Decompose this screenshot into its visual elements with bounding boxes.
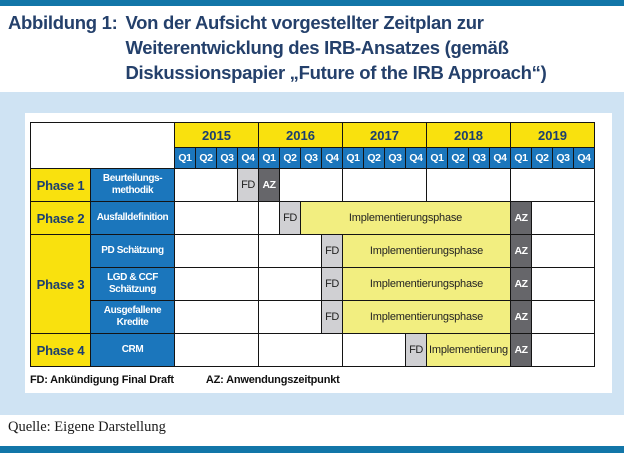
year-header-2019: 2019 bbox=[510, 122, 595, 148]
fd-marker-pd: FD bbox=[321, 234, 343, 268]
empty-quarter-span bbox=[510, 168, 595, 202]
az-marker-lgd: AZ bbox=[510, 267, 532, 301]
figure-number: Abbildung 1: bbox=[8, 12, 118, 33]
quarter-header: Q1 bbox=[342, 147, 364, 169]
task-lgd-ccf-schaetzung: LGD & CCF Schätzung bbox=[90, 267, 175, 301]
empty-quarter-span bbox=[531, 234, 595, 268]
empty-quarter-span bbox=[258, 300, 322, 334]
quarter-header: Q2 bbox=[279, 147, 301, 169]
quarter-header: Q2 bbox=[363, 147, 385, 169]
figure-caption-text: Von der Aufsicht vorgestellter Zeitplan … bbox=[125, 10, 546, 85]
task-beurteilungsmethodik: Beurteilungs- methodik bbox=[90, 168, 175, 202]
az-marker-crm: AZ bbox=[510, 333, 532, 367]
quarter-header: Q4 bbox=[237, 147, 259, 169]
task-ausgefallene-kredite: Ausgefallene Kredite bbox=[90, 300, 175, 334]
figure-caption: Abbildung 1: Von der Aufsicht vorgestell… bbox=[8, 10, 547, 85]
quarter-header: Q1 bbox=[510, 147, 532, 169]
empty-quarter-span bbox=[174, 267, 259, 301]
bottom-rule bbox=[0, 446, 624, 453]
implementation-bar-crm: Implementierung bbox=[426, 333, 511, 367]
legend-az-definition: AZ: Anwendungszeitpunkt bbox=[205, 374, 340, 386]
legend: FD: Ankündigung Final Draft AZ: Anwendun… bbox=[30, 374, 612, 386]
phase-2-label: Phase 2 bbox=[30, 201, 91, 235]
empty-quarter-span bbox=[258, 267, 322, 301]
az-marker-phase1: AZ bbox=[258, 168, 280, 202]
gantt-row-phase3-pd: Phase 3 PD Schätzung FD Implementierungs… bbox=[30, 234, 595, 334]
task-ausfalldefinition: Ausfalldefinition bbox=[90, 201, 175, 235]
implementation-bar-ausgefallene: Implementierungsphase bbox=[342, 300, 511, 334]
empty-quarter-span bbox=[531, 300, 595, 334]
year-header-2016: 2016 bbox=[258, 122, 343, 148]
az-marker-ausgefallene: AZ bbox=[510, 300, 532, 334]
empty-quarter-span bbox=[174, 201, 259, 235]
fd-marker-crm: FD bbox=[405, 333, 427, 367]
empty-quarter-span bbox=[174, 333, 259, 367]
chart-card: 2015 2016 2017 2018 2019 Q1 Q2 Q3 Q4 Q1 … bbox=[25, 113, 612, 393]
caption-line-2: Weiterentwicklung des IRB-Ansatzes (gemä… bbox=[125, 37, 509, 58]
task-pd-schaetzung: PD Schätzung bbox=[90, 234, 175, 268]
empty-quarter-span bbox=[342, 168, 427, 202]
quarter-header: Q4 bbox=[321, 147, 343, 169]
quarter-header: Q4 bbox=[405, 147, 427, 169]
empty-quarter-span bbox=[342, 333, 406, 367]
quarter-header: Q3 bbox=[552, 147, 574, 169]
quarter-header: Q2 bbox=[447, 147, 469, 169]
task-crm: CRM bbox=[90, 333, 175, 367]
gantt-row-phase3-lgd: LGD & CCF Schätzung FD Implementierungsp… bbox=[31, 267, 595, 301]
quarter-header: Q4 bbox=[489, 147, 511, 169]
empty-quarter-span bbox=[531, 201, 595, 235]
legend-fd-definition: FD: Ankündigung Final Draft bbox=[30, 374, 174, 386]
empty-quarter-span bbox=[531, 333, 595, 367]
fd-marker-phase2: FD bbox=[279, 201, 301, 235]
empty-quarter-span bbox=[258, 201, 280, 235]
quarter-header: Q1 bbox=[426, 147, 448, 169]
source-note: Quelle: Eigene Darstellung bbox=[8, 419, 166, 435]
quarter-header: Q1 bbox=[258, 147, 280, 169]
year-header-2017: 2017 bbox=[342, 122, 427, 148]
fd-marker-phase1: FD bbox=[237, 168, 259, 202]
quarter-header: Q3 bbox=[384, 147, 406, 169]
quarter-header: Q2 bbox=[195, 147, 217, 169]
gantt-timeline-table: 2015 2016 2017 2018 2019 Q1 Q2 Q3 Q4 Q1 … bbox=[30, 122, 595, 367]
caption-line-3: Diskussionspapier „Future of the IRB App… bbox=[125, 62, 547, 83]
gantt-row-phase2: Phase 2 Ausfalldefinition FD Implementie… bbox=[30, 201, 595, 235]
quarter-header: Q3 bbox=[468, 147, 490, 169]
figure-background-panel: 2015 2016 2017 2018 2019 Q1 Q2 Q3 Q4 Q1 … bbox=[0, 92, 624, 415]
empty-quarter-span bbox=[174, 300, 259, 334]
implementation-bar-phase2: Implementierungsphase bbox=[300, 201, 511, 235]
implementation-bar-lgd: Implementierungsphase bbox=[342, 267, 511, 301]
empty-quarter-span bbox=[531, 267, 595, 301]
quarter-header: Q1 bbox=[174, 147, 196, 169]
top-rule bbox=[0, 0, 624, 6]
gantt-row-phase1: Phase 1 Beurteilungs- methodik FD AZ bbox=[30, 168, 595, 202]
quarter-header: Q2 bbox=[531, 147, 553, 169]
empty-quarter-span bbox=[174, 234, 259, 268]
empty-quarter-span bbox=[174, 168, 238, 202]
quarter-header: Q3 bbox=[216, 147, 238, 169]
year-header-2015: 2015 bbox=[174, 122, 259, 148]
caption-line-1: Von der Aufsicht vorgestellter Zeitplan … bbox=[125, 12, 484, 33]
fd-marker-lgd: FD bbox=[321, 267, 343, 301]
phase-1-label: Phase 1 bbox=[30, 168, 91, 202]
empty-quarter-span bbox=[426, 168, 511, 202]
quarter-header: Q3 bbox=[300, 147, 322, 169]
implementation-bar-pd: Implementierungsphase bbox=[342, 234, 511, 268]
gantt-row-phase4: Phase 4 CRM FD Implementierung AZ bbox=[30, 333, 595, 367]
phase-4-label: Phase 4 bbox=[30, 333, 91, 367]
phase-3-label: Phase 3 bbox=[30, 234, 91, 334]
year-header-2018: 2018 bbox=[426, 122, 511, 148]
fd-marker-ausgefallene: FD bbox=[321, 300, 343, 334]
gantt-row-phase3-ausgefallene: Ausgefallene Kredite FD Implementierungs… bbox=[31, 300, 595, 334]
empty-quarter-span bbox=[258, 333, 343, 367]
header-corner-cell bbox=[30, 122, 175, 169]
empty-quarter-span bbox=[258, 234, 322, 268]
empty-quarter-span bbox=[279, 168, 343, 202]
az-marker-pd: AZ bbox=[510, 234, 532, 268]
az-marker-phase2: AZ bbox=[510, 201, 532, 235]
quarter-header: Q4 bbox=[573, 147, 595, 169]
